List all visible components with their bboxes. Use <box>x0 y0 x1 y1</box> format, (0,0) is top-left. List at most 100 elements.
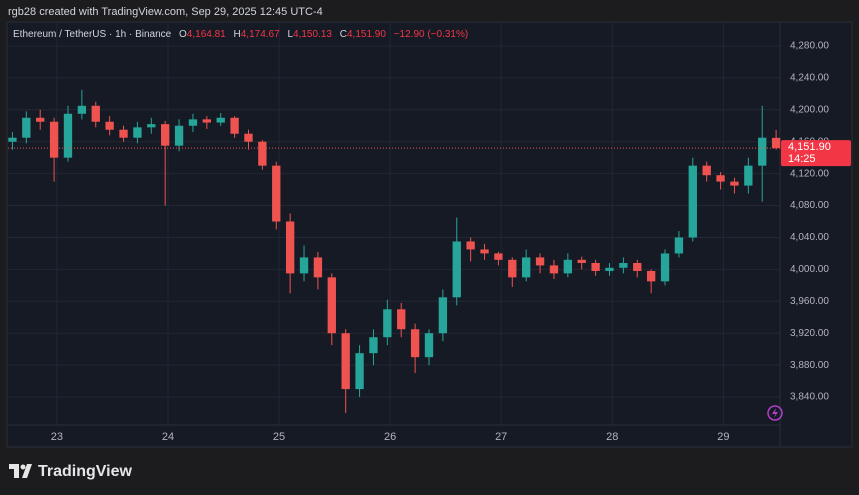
candle-body <box>522 257 531 278</box>
candle-body <box>91 105 100 122</box>
candle-body <box>397 309 406 330</box>
x-tick-label: 24 <box>162 431 174 443</box>
candle-body <box>591 263 600 271</box>
x-tick-label: 23 <box>51 431 63 443</box>
alert-icon-bolt <box>772 408 778 418</box>
alert-icon[interactable] <box>767 405 783 421</box>
candle-body <box>646 270 656 282</box>
y-tick-label: 3,960.00 <box>790 296 829 307</box>
logo-shape <box>22 464 32 478</box>
candle-body <box>424 333 434 358</box>
candle-body <box>480 249 489 254</box>
ohlc-key: L <box>287 29 293 40</box>
x-tick-label: 28 <box>606 431 618 443</box>
candle-body <box>313 257 323 278</box>
candle-body <box>8 137 17 142</box>
candle-body <box>133 127 142 138</box>
candle-body <box>258 141 267 166</box>
candle-body <box>605 267 614 271</box>
candle-body <box>633 263 642 271</box>
candle-body <box>299 257 309 274</box>
candle-body <box>22 117 31 138</box>
y-tick-label: 3,920.00 <box>790 328 829 339</box>
candle-body <box>563 259 573 274</box>
candle-body <box>688 165 697 238</box>
symbol: Ethereum / TetherUS · 1h · Binance <box>13 29 172 40</box>
ohlc-key: O <box>179 29 187 40</box>
y-tick-label: 4,080.00 <box>790 200 829 211</box>
x-tick-label: 27 <box>495 431 507 443</box>
candle-body <box>438 297 448 334</box>
candle-body <box>188 119 198 126</box>
candle-body <box>535 257 545 266</box>
ohlc-value: 4,174.67 <box>241 29 280 40</box>
ohlc-key: H <box>234 29 241 40</box>
candle-body <box>63 113 73 158</box>
candle-body <box>619 263 628 268</box>
logo-shape <box>9 464 19 478</box>
plot: 3,840.00 3,880.00 3,920.00 3,960.00 4,000.00… <box>8 22 829 443</box>
candle-body <box>216 117 225 123</box>
candle-body <box>549 265 559 274</box>
brand-logo <box>9 464 32 478</box>
y-tick-label: 4,000.00 <box>790 264 829 275</box>
x-tick-label: 26 <box>384 431 396 443</box>
candle-body <box>77 105 87 114</box>
candle-body <box>36 117 45 122</box>
candle-body <box>230 117 239 134</box>
y-tick-label: 4,120.00 <box>790 168 829 179</box>
ohlc-value: 4,164.81 <box>187 29 226 40</box>
y-tick-label: 4,280.00 <box>790 41 829 52</box>
candle-body <box>452 241 461 298</box>
candle-body <box>355 353 364 390</box>
last-price-label: 4,151.90 <box>788 141 831 153</box>
candle-body <box>730 181 739 186</box>
x-tick-label: 25 <box>273 431 285 443</box>
candle-body <box>285 221 295 274</box>
candle-body <box>383 309 392 338</box>
change: −12.90 (−0.31%) <box>394 29 469 40</box>
candle-body <box>49 121 59 158</box>
candle-body <box>174 125 184 146</box>
ohlc-key: C <box>340 29 347 40</box>
candle-body <box>494 253 503 260</box>
y-tick-label: 4,040.00 <box>790 232 829 243</box>
ohlc-value: 4,150.13 <box>293 29 332 40</box>
candle-body <box>147 124 156 128</box>
candle-body <box>466 241 475 250</box>
candle-body <box>716 175 725 182</box>
candle-body <box>119 129 128 138</box>
candle-body <box>771 137 781 149</box>
candle-body <box>758 137 767 166</box>
candle-body <box>244 133 253 142</box>
candle-body <box>369 337 378 354</box>
y-tick-label: 3,880.00 <box>790 360 829 371</box>
caption: rgb28 created with TradingView.com, Sep … <box>8 6 323 18</box>
candle-body <box>577 259 586 264</box>
candle-body <box>702 165 711 176</box>
candle-body <box>660 253 670 282</box>
candle-body <box>744 165 753 186</box>
candle-body <box>341 333 350 390</box>
candle-body <box>161 124 170 146</box>
y-tick-label: 4,240.00 <box>790 73 829 84</box>
candle-body <box>674 237 684 254</box>
logo-shape <box>20 464 26 470</box>
y-tick-label: 3,840.00 <box>790 392 829 403</box>
candle-body <box>327 277 336 334</box>
x-tick-label: 29 <box>717 431 729 443</box>
candle-body <box>410 329 420 358</box>
legend: Ethereum / TetherUS · 1h · Binance O4,16… <box>13 29 468 40</box>
candle-body <box>272 165 281 222</box>
candle-body <box>202 119 211 123</box>
candle-body <box>105 121 114 130</box>
last-price-tag <box>781 140 851 167</box>
ohlc-value: 4,151.90 <box>347 29 386 40</box>
brand: TradingView <box>38 463 133 480</box>
countdown: 14:25 <box>788 153 816 165</box>
candle-body <box>508 259 517 278</box>
y-tick-label: 4,200.00 <box>790 104 829 115</box>
chart-panel <box>6 21 853 448</box>
